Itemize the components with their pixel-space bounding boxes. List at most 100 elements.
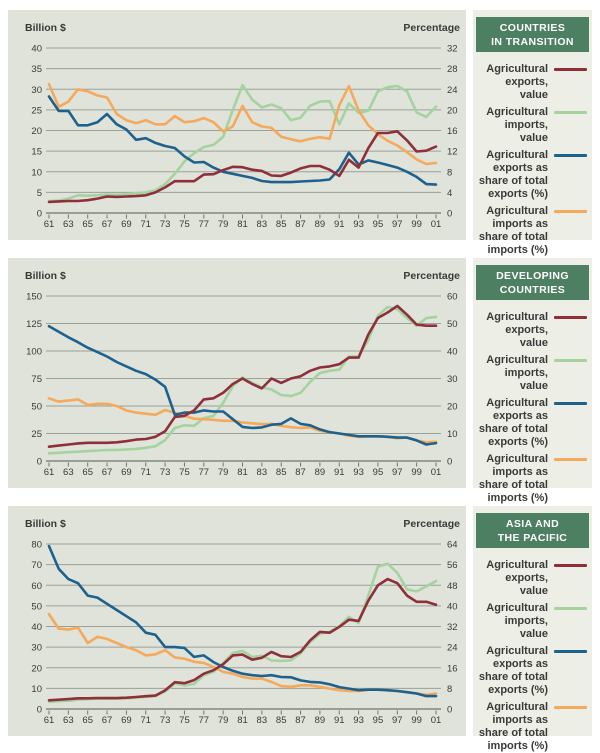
x-tick-label: 61 (44, 715, 55, 726)
series-line-exports_share (47, 544, 438, 698)
x-tick-label: 63 (63, 467, 74, 478)
legend-item-label: Agricultural imports, value (486, 106, 548, 144)
y-axis-label-left: 100 (26, 347, 42, 358)
legend-item-label: Agricultural exports as share of total e… (478, 149, 548, 200)
axis-title-right: Percentage (403, 518, 460, 530)
x-tick-label: 67 (102, 219, 113, 230)
x-tick-label: 69 (121, 715, 132, 726)
legend-item-label: Agricultural imports, value (486, 354, 548, 392)
y-axis-label-right: 4 (447, 188, 452, 199)
legend-item-label: Agricultural imports as share of total i… (478, 205, 548, 256)
x-tick-label: 81 (237, 467, 248, 478)
y-axis-label-right: 0 (447, 209, 452, 220)
legend-item-label: Agricultural imports as share of total i… (478, 453, 548, 504)
legend-item-label: Agricultural imports, value (486, 602, 548, 640)
legend-item-label: Agricultural imports as share of total i… (478, 701, 548, 752)
y-axis-label-left: 40 (31, 44, 42, 55)
x-tick-label: 91 (334, 219, 345, 230)
x-tick-label: 73 (160, 467, 171, 478)
legend-item-exports_share: Agricultural exports as share of total e… (476, 397, 589, 449)
legend-swatch-imports_share (554, 458, 587, 461)
legend-panel-3: ASIA AND THE PACIFIC Agricultural export… (473, 506, 592, 752)
chart-panel-1: 61 63 65 67 69 71 73 75 77 79 81 83 85 87 89 91 93 95 97 99… (8, 10, 466, 240)
legend-items: Agricultural exports, value Agricultural … (476, 559, 589, 753)
y-axis-label-right: 48 (447, 581, 458, 592)
x-tick-label: 73 (160, 219, 171, 230)
x-tick-label: 69 (121, 467, 132, 478)
y-axis-label-left: 50 (31, 402, 42, 413)
legend-swatch-imports_value (554, 359, 587, 362)
chart-section-countries-in-transition: 61 63 65 67 69 71 73 75 77 79 81 83 85 87 89 91 93 95 97 99… (8, 10, 592, 256)
y-axis-label-right: 20 (447, 402, 458, 413)
line-chart-developing-countries: 61 63 65 67 69 71 73 75 77 79 81 83 85 87 89 91 93 95 97 99… (25, 270, 460, 478)
chart-panel-3: 61 63 65 67 69 71 73 75 77 79 81 83 85 87 89 91 93 95 97 99… (8, 506, 466, 736)
x-tick-label: 87 (295, 219, 306, 230)
legend-swatch-exports_share (554, 402, 587, 405)
x-tick-label: 65 (82, 467, 93, 478)
x-tick-label: 99 (411, 219, 422, 230)
line-chart-countries-in-transition: 61 63 65 67 69 71 73 75 77 79 81 83 85 87 89 91 93 95 97 99… (25, 22, 460, 230)
y-axis-label-right: 40 (447, 347, 458, 358)
legend-item-label: Agricultural exports as share of total e… (478, 397, 548, 448)
legend-items: Agricultural exports, value Agricultural … (476, 311, 589, 505)
legend-panel-1: COUNTRIES IN TRANSITION Agricultural exp… (473, 10, 592, 256)
x-tick-label: 83 (257, 715, 268, 726)
legend-region-header: DEVELOPING COUNTRIES (476, 265, 589, 300)
x-tick-label: 77 (199, 467, 210, 478)
series-line-exports_value (47, 130, 438, 204)
legend-item-imports_share: Agricultural imports as share of total i… (476, 205, 589, 257)
x-tick-label: 63 (63, 219, 74, 230)
x-tick-label: 93 (353, 467, 364, 478)
y-axis-label-right: 24 (447, 643, 458, 654)
legend-item-exports_value: Agricultural exports, value (476, 311, 589, 350)
legend-item-label: Agricultural exports as share of total e… (478, 645, 548, 696)
y-axis-label-left: 30 (31, 85, 42, 96)
y-axis-label-left: 15 (31, 147, 42, 158)
legend-swatch-exports_value (554, 316, 587, 319)
x-tick-label: 89 (315, 219, 326, 230)
legend-region-header: ASIA AND THE PACIFIC (476, 513, 589, 548)
legend-items: Agricultural exports, value Agricultural … (476, 63, 589, 257)
x-tick-label: 67 (102, 715, 113, 726)
legend-item-imports_value: Agricultural imports, value (476, 354, 589, 393)
x-tick-label: 01 (431, 219, 442, 230)
y-axis-label-left: 40 (31, 622, 42, 633)
y-axis-label-right: 0 (447, 705, 452, 716)
y-axis-label-right: 10 (447, 429, 458, 440)
x-tick-label: 71 (140, 219, 151, 230)
legend-item-imports_share: Agricultural imports as share of total i… (476, 453, 589, 505)
x-tick-label: 85 (276, 219, 287, 230)
x-tick-label: 01 (431, 467, 442, 478)
y-axis-label-right: 32 (447, 622, 458, 633)
legend-item-label: Agricultural exports, value (486, 311, 548, 349)
x-tick-label: 83 (257, 467, 268, 478)
series-line-imports_value (47, 83, 438, 203)
x-tick-label: 83 (257, 219, 268, 230)
x-tick-label: 85 (276, 467, 287, 478)
legend-item-imports_value: Agricultural imports, value (476, 602, 589, 641)
axis-title-left: Billion $ (25, 518, 66, 530)
x-tick-label: 65 (82, 219, 93, 230)
y-axis-label-left: 60 (31, 581, 42, 592)
legend-item-imports_share: Agricultural imports as share of total i… (476, 701, 589, 753)
legend-swatch-exports_value (554, 68, 587, 71)
series-line-imports_share (47, 82, 438, 166)
axis-title-left: Billion $ (25, 22, 66, 34)
x-tick-label: 95 (373, 467, 384, 478)
y-axis-label-left: 30 (31, 643, 42, 654)
series-line-exports_share (47, 95, 438, 186)
y-axis-label-right: 40 (447, 601, 458, 612)
x-tick-label: 85 (276, 715, 287, 726)
y-axis-label-left: 125 (26, 319, 42, 330)
x-tick-label: 67 (102, 467, 113, 478)
y-axis-label-right: 0 (447, 457, 452, 468)
legend-item-exports_share: Agricultural exports as share of total e… (476, 149, 589, 201)
legend-item-exports_value: Agricultural exports, value (476, 63, 589, 102)
series-line-exports_value (47, 304, 438, 448)
y-axis-label-left: 150 (26, 292, 42, 303)
legend-swatch-imports_value (554, 111, 587, 114)
legend-swatch-imports_share (554, 210, 587, 213)
legend-item-label: Agricultural exports, value (486, 559, 548, 597)
axis-title-left: Billion $ (25, 270, 66, 282)
